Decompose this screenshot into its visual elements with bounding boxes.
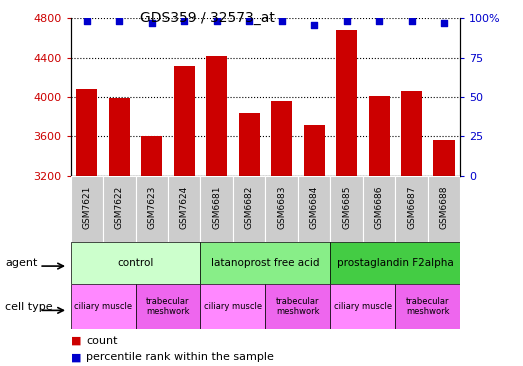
Text: GSM7624: GSM7624 — [180, 186, 189, 229]
Bar — [331, 176, 363, 242]
Bar — [71, 284, 135, 329]
Text: trabecular
meshwork: trabecular meshwork — [146, 297, 190, 316]
Bar — [135, 176, 168, 242]
Bar — [271, 101, 292, 366]
Bar — [206, 56, 228, 366]
Bar — [298, 176, 331, 242]
Text: GSM6685: GSM6685 — [342, 186, 351, 229]
Text: ciliary muscle: ciliary muscle — [74, 302, 132, 311]
Text: GSM6688: GSM6688 — [439, 186, 449, 229]
Text: GSM6682: GSM6682 — [245, 186, 254, 229]
Point — [83, 19, 91, 25]
Text: percentile rank within the sample: percentile rank within the sample — [86, 352, 274, 362]
Text: latanoprost free acid: latanoprost free acid — [211, 258, 320, 268]
Bar — [233, 176, 266, 242]
Text: agent: agent — [5, 258, 38, 268]
Bar — [200, 242, 331, 284]
Bar — [369, 96, 390, 366]
Bar — [336, 30, 357, 366]
Text: GSM7621: GSM7621 — [82, 186, 92, 229]
Bar — [109, 98, 130, 366]
Bar — [428, 176, 460, 242]
Bar — [200, 284, 266, 329]
Text: GSM6687: GSM6687 — [407, 186, 416, 229]
Bar — [76, 89, 97, 366]
Text: prostaglandin F2alpha: prostaglandin F2alpha — [337, 258, 453, 268]
Bar — [141, 136, 162, 366]
Bar — [331, 242, 460, 284]
Text: count: count — [86, 336, 118, 346]
Bar — [200, 176, 233, 242]
Point — [245, 19, 253, 25]
Bar — [395, 284, 460, 329]
Bar — [174, 66, 195, 366]
Bar — [71, 242, 200, 284]
Text: ■: ■ — [71, 352, 81, 362]
Text: cell type: cell type — [5, 302, 53, 311]
Bar — [395, 176, 428, 242]
Bar — [266, 284, 331, 329]
Point — [440, 20, 448, 26]
Point — [147, 20, 156, 26]
Bar — [71, 176, 103, 242]
Text: GSM6684: GSM6684 — [310, 186, 319, 229]
Text: GSM7622: GSM7622 — [115, 186, 124, 229]
Bar — [135, 284, 200, 329]
Point — [407, 19, 416, 25]
Text: control: control — [117, 258, 154, 268]
Point — [278, 19, 286, 25]
Bar — [363, 176, 395, 242]
Bar — [303, 124, 325, 366]
Point — [310, 22, 319, 27]
Bar — [168, 176, 200, 242]
Bar — [401, 91, 422, 366]
Text: trabecular
meshwork: trabecular meshwork — [406, 297, 450, 316]
Text: trabecular
meshwork: trabecular meshwork — [276, 297, 320, 316]
Point — [375, 19, 383, 25]
Point — [180, 19, 188, 25]
Point — [343, 19, 351, 25]
Bar — [331, 284, 395, 329]
Bar — [434, 140, 454, 366]
Text: GDS359 / 32573_at: GDS359 / 32573_at — [140, 11, 275, 25]
Point — [212, 19, 221, 25]
Text: ciliary muscle: ciliary muscle — [334, 302, 392, 311]
Bar — [238, 113, 260, 366]
Bar — [266, 176, 298, 242]
Text: GSM6683: GSM6683 — [277, 186, 286, 229]
Bar — [103, 176, 135, 242]
Text: GSM6681: GSM6681 — [212, 186, 221, 229]
Text: ciliary muscle: ciliary muscle — [204, 302, 262, 311]
Text: ■: ■ — [71, 336, 81, 346]
Point — [115, 19, 123, 25]
Text: GSM7623: GSM7623 — [147, 186, 156, 229]
Text: GSM6686: GSM6686 — [374, 186, 383, 229]
